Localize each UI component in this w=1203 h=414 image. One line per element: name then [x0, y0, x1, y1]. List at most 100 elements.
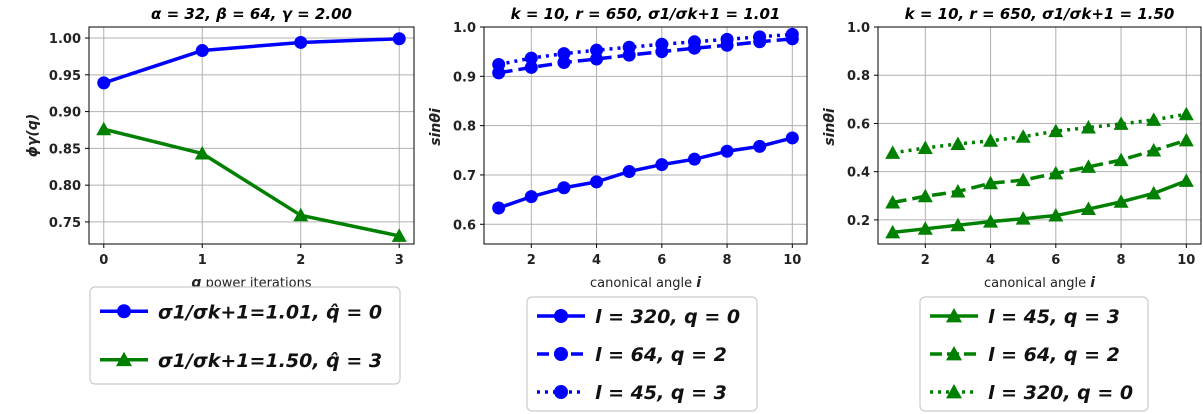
data-point [1113, 152, 1129, 167]
data-point [1146, 185, 1162, 200]
data-point [492, 201, 506, 215]
data-point [720, 32, 734, 46]
y-tick-label: 0.9 [453, 70, 476, 85]
data-point [917, 188, 933, 203]
data-point [1113, 116, 1129, 130]
legend-label: l = 45, q = 3 [988, 306, 1120, 328]
data-point [622, 40, 636, 54]
legend-marker [946, 346, 962, 361]
chart-title: α = 32, β = 64, γ = 2.00 [151, 5, 352, 23]
data-point [1178, 132, 1194, 147]
data-point [983, 175, 999, 190]
data-point [492, 57, 506, 71]
y-tick-label: 0.2 [847, 214, 870, 229]
legend-label: l = 64, q = 2 [988, 344, 1120, 366]
data-point [785, 27, 799, 41]
data-point [753, 139, 767, 153]
series-line [892, 138, 1187, 205]
data-point [1146, 112, 1162, 126]
data-point [1015, 172, 1031, 187]
series-line [892, 112, 1187, 155]
legend-box [919, 296, 1149, 412]
plot-frame [877, 26, 1202, 245]
legend-box [526, 296, 758, 412]
x-tick-label: 4 [592, 253, 601, 268]
legend-marker [116, 351, 132, 367]
data-point [720, 144, 734, 158]
series-3 [885, 106, 1194, 159]
series-line [498, 32, 793, 67]
data-point [1113, 194, 1129, 208]
data-point [885, 145, 901, 159]
data-point [194, 146, 210, 160]
y-tick-label: 0.6 [847, 117, 870, 132]
plot-frame [483, 26, 808, 245]
series-1 [885, 173, 1194, 239]
x-tick-label: 1 [198, 253, 207, 268]
legend: l = 45, q = 3 l = 64, q = 2 l = 320, q = 0 [919, 296, 1149, 412]
x-tick-label: 10 [783, 253, 801, 268]
y-axis-label: sinθi [822, 108, 838, 146]
data-point [1015, 211, 1031, 225]
data-point [950, 136, 966, 150]
x-tick-label: 2 [296, 253, 305, 268]
legend-label: σ1/σk+1=1.01, q̂ = 0 [158, 301, 382, 323]
legend-label: l = 64, q = 2 [595, 344, 727, 366]
legend-marker [117, 304, 131, 319]
data-point [1048, 165, 1064, 180]
y-tick-label: 0.8 [847, 69, 870, 84]
data-point [294, 35, 308, 49]
data-point [917, 140, 933, 155]
chart-title: k = 10, r = 650, σ1/σk+1 = 1.50 [905, 5, 1175, 23]
data-point [590, 175, 604, 189]
x-axis-label: canonical angle i [984, 275, 1095, 291]
x-tick-label: 2 [921, 253, 930, 268]
x-tick-label: 6 [1051, 253, 1060, 268]
data-point [97, 76, 111, 90]
y-tick-label: 1.00 [49, 32, 81, 47]
series-2 [885, 132, 1194, 209]
data-point [524, 190, 538, 204]
data-point [687, 152, 701, 166]
chart-title: k = 10, r = 650, σ1/σk+1 = 1.01 [511, 5, 781, 23]
y-tick-label: 0.75 [49, 216, 81, 231]
data-point [1080, 159, 1096, 173]
y-axis-label: sinθi [428, 108, 444, 146]
plot-frame [88, 26, 415, 245]
chart-panel-3: 2 4 6 8 10 0.2 0.4 0.6 0.8 1.0 k = 10, r = 650, σ1… [822, 5, 1202, 412]
legend-label: σ1/σk+1=1.50, q̂ = 3 [158, 350, 382, 372]
legend: l = 320, q = 0 l = 64, q = 2 l = 45, q = 3 [526, 296, 758, 412]
data-point [524, 51, 538, 65]
x-axis-label: canonical angle i [590, 275, 701, 291]
data-point [557, 181, 571, 195]
x-tick-label: 2 [527, 253, 536, 268]
data-point [557, 47, 571, 61]
x-tick-label: 6 [657, 253, 666, 268]
legend-label: l = 320, q = 0 [595, 306, 740, 328]
data-point [655, 158, 669, 172]
y-tick-label: 0.4 [847, 166, 870, 181]
legend-label: l = 45, q = 3 [595, 382, 727, 404]
chart-panel-2: 2 4 6 8 10 0.6 0.7 0.8 0.9 1.0 k = 10, r = 650, σ1… [428, 5, 808, 412]
data-point [655, 37, 669, 51]
data-point [622, 165, 636, 179]
y-tick-label: 1.0 [453, 21, 476, 36]
series-3 [492, 27, 799, 71]
data-point [983, 133, 999, 147]
data-point [1048, 208, 1064, 222]
y-tick-label: 0.7 [453, 169, 476, 184]
y-tick-label: 0.8 [453, 120, 476, 135]
series-line [498, 136, 793, 210]
series-1 [97, 32, 406, 90]
data-point [753, 30, 767, 44]
data-point [1178, 106, 1194, 121]
legend-marker [554, 347, 568, 361]
x-tick-label: 8 [723, 253, 732, 268]
y-tick-label: 1.0 [847, 21, 870, 36]
data-point [1015, 129, 1031, 143]
x-tick-label: 8 [1117, 253, 1126, 268]
data-point [983, 214, 999, 228]
series-2 [96, 121, 407, 242]
data-point [885, 195, 901, 209]
